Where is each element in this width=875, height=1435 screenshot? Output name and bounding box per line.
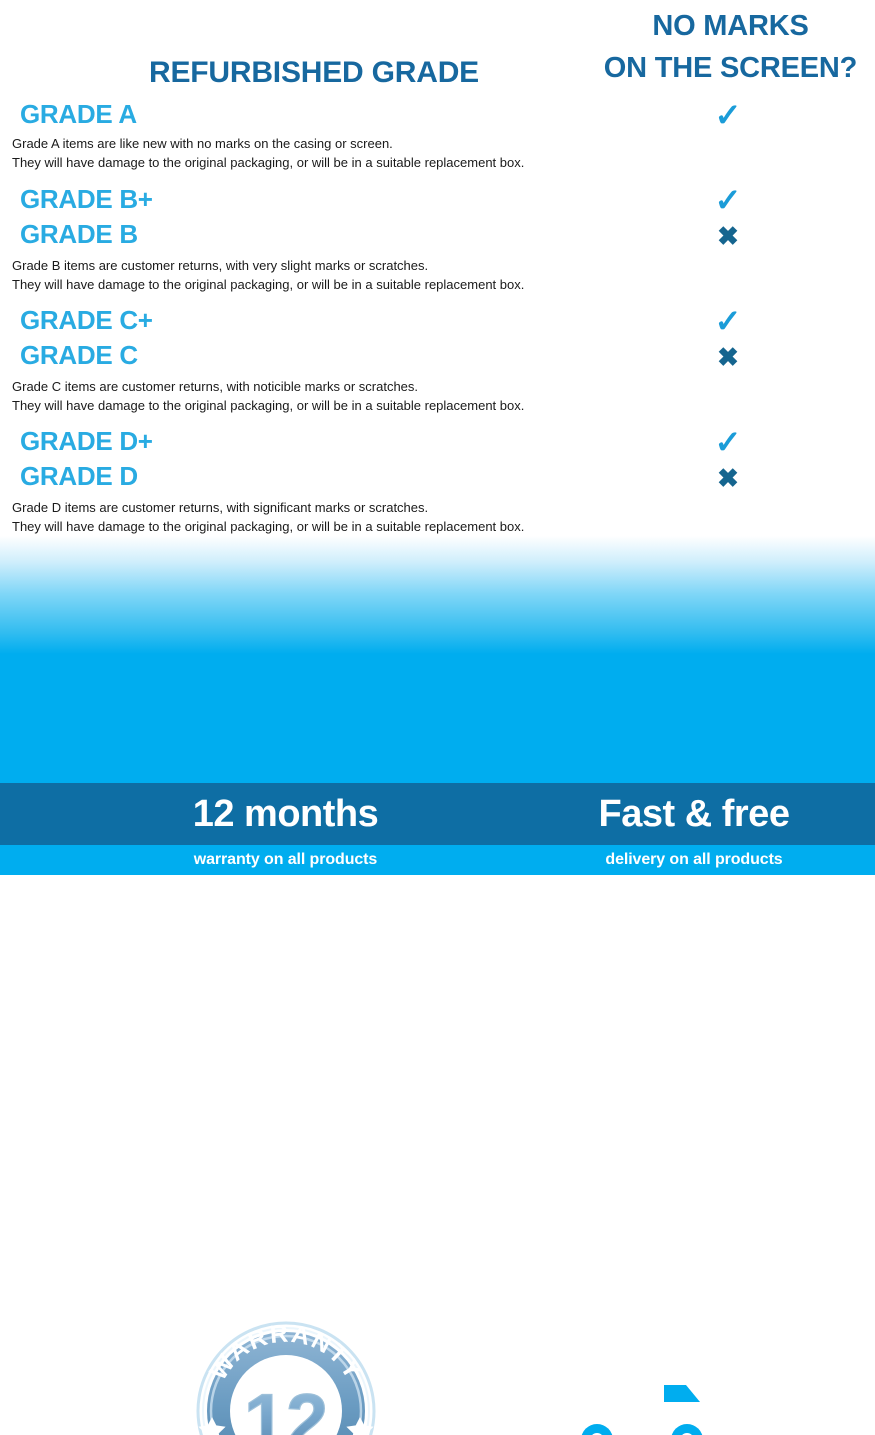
- grade-desc-d-line2: They will have damage to the original pa…: [12, 519, 525, 534]
- grade-desc-d-line1: Grade D items are customer returns, with…: [12, 500, 429, 515]
- grade-label-d: GRADE D: [20, 461, 138, 491]
- promo-headline-delivery-cell: Fast & free: [513, 783, 875, 845]
- grade-desc-b-line2: They will have damage to the original pa…: [12, 277, 525, 292]
- promo-headline-warranty-cell: 12 months: [58, 783, 513, 845]
- promo-gradient-background: [0, 536, 875, 784]
- mark-grade-c-cross: ✖: [717, 342, 739, 372]
- grade-desc-c-line1: Grade C items are customer returns, with…: [12, 379, 419, 394]
- promo-row: WARRANTY 12: [0, 650, 875, 1435]
- mark-grade-c-plus-check: ✓: [714, 303, 742, 339]
- grade-label-b: GRADE B: [20, 219, 138, 249]
- promo-subline-delivery-cell: delivery on all products: [513, 845, 875, 875]
- column-header-no-marks-line2: ON THE SCREEN?: [603, 52, 858, 84]
- grade-label-b-plus: GRADE B+: [20, 184, 153, 214]
- grade-desc-c-line2: They will have damage to the original pa…: [12, 398, 525, 413]
- grade-label-a: GRADE A: [20, 99, 137, 129]
- column-header-no-marks: NO MARKS ON THE SCREEN?: [588, 12, 873, 83]
- grade-desc-a-line2: They will have damage to the original pa…: [12, 155, 525, 170]
- grade-desc-a-line1: Grade A items are like new with no marks…: [12, 136, 393, 151]
- mark-grade-a-check: ✓: [714, 97, 742, 133]
- mark-grade-b-plus-check: ✓: [714, 182, 742, 218]
- delivery-truck-icon: [512, 1347, 730, 1435]
- grade-desc-b-line1: Grade B items are customer returns, with…: [12, 258, 429, 273]
- warranty-seal-number: 12: [244, 1379, 329, 1435]
- warranty-seal-icon: WARRANTY 12: [195, 1313, 377, 1435]
- mark-grade-b-cross: ✖: [717, 221, 739, 251]
- promo-headline-delivery: Fast & free: [598, 792, 790, 835]
- promo-headline-bar: 12 months Fast & free: [0, 783, 875, 845]
- promo-subline-warranty: warranty on all products: [193, 851, 378, 868]
- promo-subline-bar: warranty on all products delivery on all…: [0, 845, 875, 875]
- promo-headline-warranty: 12 months: [192, 792, 379, 835]
- column-header-no-marks-line1: NO MARKS: [652, 10, 809, 42]
- promo-subline-warranty-cell: warranty on all products: [58, 845, 513, 875]
- grade-label-c-plus: GRADE C+: [20, 305, 153, 335]
- promo-subline-delivery: delivery on all products: [605, 851, 783, 868]
- mark-grade-d-cross: ✖: [717, 463, 739, 493]
- column-header-refurbished-grade: REFURBISHED GRADE: [149, 56, 479, 89]
- grade-label-c: GRADE C: [20, 340, 138, 370]
- grade-label-d-plus: GRADE D+: [20, 426, 153, 456]
- refurbished-grade-table: REFURBISHED GRADE NO MARKS ON THE SCREEN…: [0, 0, 875, 542]
- mark-grade-d-plus-check: ✓: [714, 424, 742, 460]
